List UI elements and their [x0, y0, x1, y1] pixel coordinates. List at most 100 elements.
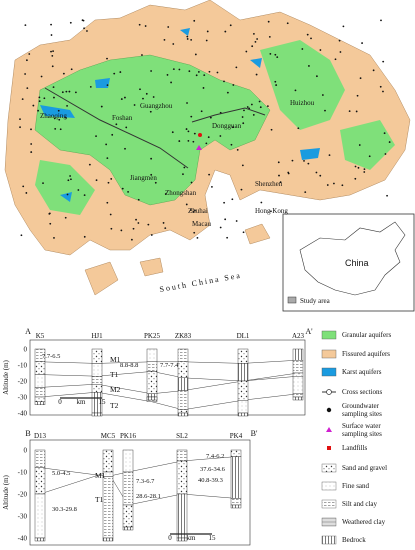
- groundwater-site: [380, 19, 382, 22]
- groundwater-site: [363, 171, 366, 173]
- well-cap: [91, 412, 103, 417]
- groundwater-site: [200, 110, 203, 113]
- groundwater-site: [58, 118, 61, 121]
- well-label: ZK83: [175, 332, 192, 340]
- groundwater-site: [383, 132, 386, 135]
- groundwater-site: [259, 106, 262, 109]
- groundwater-site: [224, 30, 227, 33]
- groundwater-site: [211, 185, 213, 188]
- groundwater-site: [316, 75, 318, 78]
- groundwater-site: [196, 237, 199, 239]
- legend-label: Silt and clay: [342, 500, 377, 508]
- annotation: 8.8-8.8: [120, 362, 138, 369]
- groundwater-site: [51, 65, 54, 68]
- legend-label: Fine sand: [342, 482, 370, 490]
- cross-section-line: [44, 87, 189, 169]
- groundwater-site: [226, 91, 229, 94]
- land-granular: [340, 120, 395, 170]
- china-outline: [299, 221, 406, 296]
- section-end: B: [25, 429, 30, 438]
- annotation: 5.0-4.5: [52, 470, 70, 477]
- well-layer: [91, 384, 103, 393]
- section-end: B': [251, 429, 258, 438]
- layer-label: T1: [95, 495, 104, 504]
- well-layer: [122, 471, 134, 506]
- groundwater-site: [48, 212, 51, 215]
- well-layer: [237, 400, 249, 414]
- groundwater-site: [50, 23, 52, 26]
- groundwater-site: [69, 21, 72, 24]
- well-layer: [292, 376, 304, 395]
- scale-label: 15: [99, 398, 107, 406]
- groundwater-site: [236, 148, 239, 151]
- groundwater-site: [105, 143, 108, 146]
- groundwater-site: [83, 194, 86, 197]
- axis-label: Altitude (m): [2, 359, 10, 394]
- y-tick-label: 0: [24, 447, 28, 455]
- groundwater-site: [30, 143, 33, 145]
- annotation: 40.8-39.3: [198, 477, 223, 484]
- groundwater-site: [106, 201, 109, 204]
- well-layer: [292, 360, 304, 374]
- groundwater-site: [216, 71, 219, 74]
- well-layer: [146, 371, 158, 394]
- annotation: 7.7-6.5: [42, 353, 60, 360]
- groundwater-site: [278, 174, 280, 177]
- cross-section-line: [191, 107, 266, 123]
- groundwater-site: [355, 110, 358, 113]
- groundwater-site: [301, 48, 304, 50]
- island: [84, 223, 271, 296]
- legend-label: Granular aquifers: [342, 331, 391, 339]
- groundwater-site: [152, 96, 155, 98]
- groundwater-site: [303, 159, 305, 162]
- groundwater-site: [245, 50, 248, 53]
- groundwater-site: [74, 91, 77, 94]
- groundwater-site: [286, 22, 289, 25]
- city-label: Shenzhen: [255, 180, 283, 188]
- groundwater-site: [127, 190, 129, 193]
- y-tick-label: -20: [18, 491, 28, 499]
- groundwater-site: [358, 144, 361, 146]
- groundwater-site: [193, 231, 196, 234]
- groundwater-site: [162, 222, 165, 224]
- groundwater-site: [205, 39, 208, 42]
- groundwater-site: [62, 72, 65, 75]
- well-layer: [230, 449, 242, 457]
- groundwater-site: [190, 209, 192, 211]
- groundwater-site: [254, 40, 257, 43]
- groundwater-site: [139, 88, 141, 91]
- groundwater-site: [147, 223, 150, 226]
- groundwater-site: [304, 191, 307, 194]
- groundwater-site: [59, 128, 62, 131]
- groundwater-site: [192, 211, 195, 213]
- groundwater-site: [208, 173, 211, 176]
- legend-swatch: [321, 463, 337, 473]
- well-layer: [34, 396, 46, 403]
- legend-swatch: [321, 481, 337, 491]
- groundwater-site: [182, 173, 184, 176]
- well-layer: [102, 449, 114, 473]
- well-cap: [122, 526, 134, 531]
- legend-label: Sand and gravel: [342, 464, 387, 472]
- groundwater-site: [163, 38, 166, 41]
- groundwater-site: [42, 182, 44, 185]
- groundwater-site: [328, 154, 331, 157]
- groundwater-site: [388, 141, 391, 143]
- well-layer: [237, 363, 249, 382]
- groundwater-site: [291, 159, 294, 162]
- well-label: PK16: [120, 432, 136, 440]
- groundwater-site: [95, 179, 98, 182]
- groundwater-site: [66, 193, 69, 196]
- layer-boundary: [39, 391, 299, 411]
- groundwater-site: [19, 126, 21, 129]
- groundwater-site: [241, 116, 244, 118]
- layer-label: M1: [95, 471, 106, 480]
- groundwater-site: [315, 171, 318, 174]
- legend-label: Bedrock: [342, 536, 366, 544]
- well-layer: [230, 498, 242, 506]
- well-layer: [292, 348, 304, 361]
- groundwater-site: [70, 68, 73, 71]
- city-label: Hong Kong: [255, 207, 288, 215]
- groundwater-site: [319, 49, 322, 51]
- groundwater-site: [28, 53, 31, 55]
